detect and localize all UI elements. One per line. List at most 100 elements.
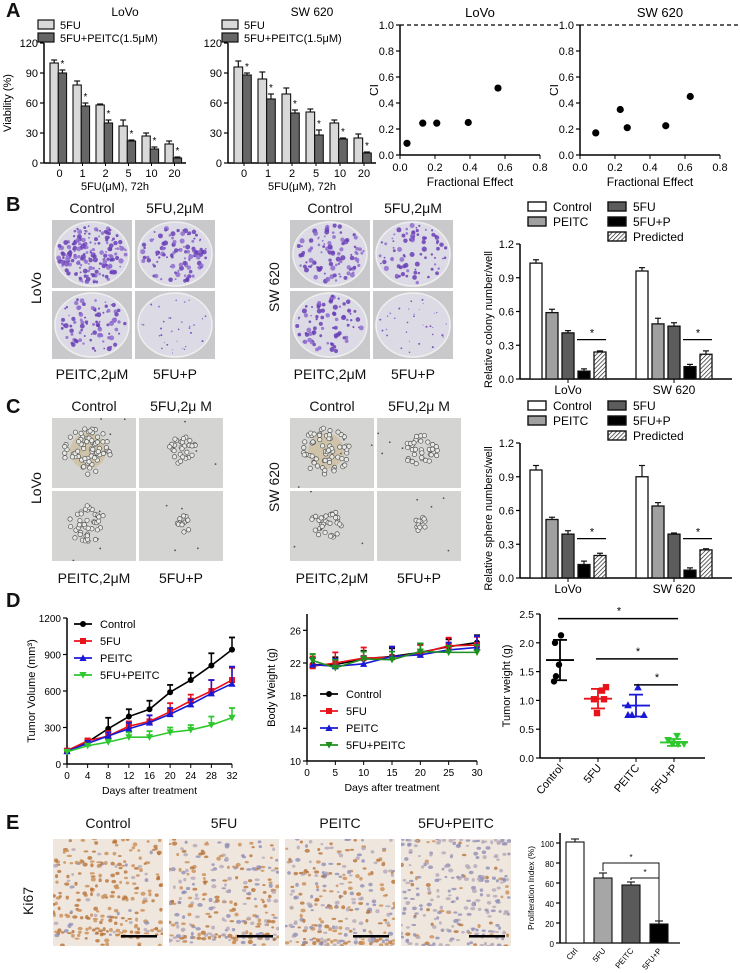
x-axis-label: Days after treatment <box>102 785 197 797</box>
bar-5fu <box>233 66 244 164</box>
legend-marker <box>326 708 332 714</box>
bar-5fu-peitc-1-5-m- <box>126 140 137 164</box>
y-tick-label: 0 <box>216 158 222 170</box>
data-point <box>360 660 368 667</box>
legend-marker <box>80 638 86 644</box>
x-tick-label: 20 <box>358 168 370 180</box>
significance-star: * <box>617 606 622 618</box>
significance-star: * <box>590 328 595 340</box>
legend-label: Predicted <box>633 429 684 443</box>
sphere-image <box>290 491 374 561</box>
significance-star: * <box>643 868 646 877</box>
bar-5fu <box>72 84 82 164</box>
legend-label: 5FU <box>633 399 656 413</box>
x-tick-label: 0 <box>304 768 310 779</box>
y-tick-label: 1.2 <box>499 438 514 450</box>
bar-predicted <box>593 351 607 380</box>
y-tick-label: 0.3 <box>499 340 514 352</box>
significance-star: * <box>696 328 701 340</box>
significance-star: * <box>175 146 179 157</box>
y-axis-label: Viability (%) <box>2 74 14 132</box>
bar-peitc <box>545 518 559 579</box>
bar-predicted <box>699 549 713 579</box>
data-point <box>105 725 112 732</box>
y-axis-label: Body Weight (g) <box>266 648 278 727</box>
data-point <box>229 646 235 653</box>
y-tick-label: 0.3 <box>499 539 514 551</box>
bar-5fu <box>353 137 364 164</box>
scale-bar <box>353 935 389 938</box>
x-tick-label: 24 <box>185 771 197 782</box>
y-tick-label: 0.0 <box>499 573 514 585</box>
data-point <box>416 648 424 656</box>
y-tick-label: 0.8 <box>559 46 574 58</box>
bar-5fu <box>329 122 340 164</box>
legend-label: 5FU <box>346 706 367 718</box>
x-tick-label: 8 <box>105 771 111 782</box>
colony-dish-image <box>52 220 132 288</box>
data-point <box>419 119 427 127</box>
y-tick-label: 120 <box>204 38 222 50</box>
panel-letter-a: A <box>6 0 21 22</box>
y-tick-label: 30 <box>210 128 222 140</box>
colony-dish-image <box>373 291 453 359</box>
legend-label: Control <box>553 200 592 214</box>
y-tick-label: 0.6 <box>559 72 574 84</box>
y-tick-label: 14 <box>290 724 302 735</box>
x-tick-label: 5 <box>125 168 131 180</box>
cell-line-label: LoVo <box>28 472 44 504</box>
significance-star: * <box>152 136 156 147</box>
x-tick-label: LoVo <box>554 383 582 396</box>
y-tick-label: 60 <box>26 98 38 110</box>
x-tick-label: 0.4 <box>462 162 477 174</box>
scale-bar <box>469 935 505 938</box>
scale-bar <box>237 935 273 938</box>
legend-marker <box>79 672 87 679</box>
bar-5fu-p <box>683 569 697 579</box>
x-tick-label: 5FU <box>582 762 605 786</box>
bar-5fu <box>561 332 575 380</box>
y-tick-label: 100 <box>541 840 555 849</box>
data-point <box>598 687 606 694</box>
data-point <box>166 729 174 736</box>
ki67-ihc-images: Ki67 Control 5FU PEITC 5FU+PEITC <box>20 815 520 965</box>
data-point <box>551 639 559 646</box>
x-tick-label: Ctrl <box>565 946 580 961</box>
data-point <box>187 677 194 684</box>
y-tick-label: 80 <box>545 860 554 869</box>
significance-star: * <box>655 672 660 684</box>
y-tick-label: 0 <box>55 760 61 771</box>
y-tick-label: 40 <box>545 900 554 909</box>
bar-peitc <box>651 505 665 579</box>
data-point <box>63 748 71 756</box>
image-label: Control <box>71 398 117 414</box>
significance-star: * <box>341 127 345 138</box>
x-tick-label: 0.6 <box>677 162 692 174</box>
y-tick-label: 1.2 <box>499 239 514 251</box>
y-tick-label: 20 <box>545 920 554 929</box>
image-label: 5FU,2μ M <box>150 398 212 414</box>
y-tick-label: 60 <box>210 98 222 110</box>
x-tick-label: Control <box>534 762 566 797</box>
tumor-volume-chart: 0 300 600 900 1200 0 4 8 12 16 20 24 28 32 Days after … <box>26 614 238 797</box>
y-tick-label: 600 <box>44 687 61 698</box>
bar-5fu-peitc-1-5-m- <box>103 122 114 164</box>
sphere-image <box>290 418 374 488</box>
legend-swatch <box>527 415 547 426</box>
data-point <box>616 105 624 114</box>
y-tick-label: 90 <box>26 68 38 80</box>
data-point <box>309 661 317 668</box>
bar-5fu-peitc-1-5-m- <box>172 157 183 164</box>
sphere-image <box>52 418 136 488</box>
colony-dish-image <box>52 291 132 359</box>
legend-label: Predicted <box>633 230 684 244</box>
legend-label: Control <box>100 619 135 631</box>
colony-dish-image <box>373 220 453 288</box>
bar-5fu <box>49 62 59 164</box>
data-point <box>360 655 368 663</box>
bar-ctrl <box>565 841 585 944</box>
significance-star: * <box>245 62 249 73</box>
x-tick-label: 1 <box>265 168 271 180</box>
legend-label: 5FU <box>60 20 81 32</box>
x-tick-label: SW 620 <box>653 383 696 396</box>
